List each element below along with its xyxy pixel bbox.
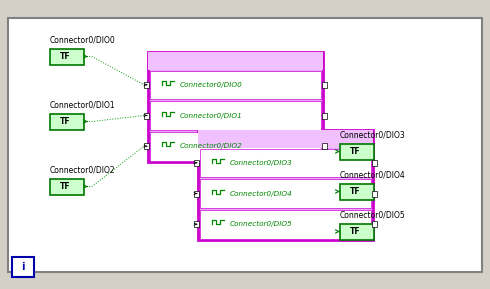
- Bar: [194, 160, 199, 166]
- Text: TF: TF: [60, 182, 71, 191]
- Bar: [198, 129, 373, 240]
- Text: Connector0/DIO4: Connector0/DIO4: [340, 171, 406, 179]
- Text: TF: TF: [60, 52, 71, 61]
- Bar: [50, 49, 84, 64]
- Bar: [322, 112, 327, 118]
- Text: Connector0/DIO2: Connector0/DIO2: [50, 166, 116, 175]
- Bar: [148, 51, 323, 162]
- Bar: [340, 144, 374, 160]
- Bar: [150, 132, 321, 160]
- Text: TF: TF: [350, 227, 361, 236]
- Text: Connector0/DIO2: Connector0/DIO2: [180, 143, 243, 149]
- Bar: [322, 143, 327, 149]
- Bar: [372, 190, 377, 197]
- Text: TF: TF: [350, 147, 361, 156]
- Text: Connector0/DIO1: Connector0/DIO1: [50, 101, 116, 110]
- Text: Connector0/DIO5: Connector0/DIO5: [230, 221, 293, 227]
- Bar: [372, 160, 377, 166]
- Text: Connector0/DIO4: Connector0/DIO4: [230, 190, 293, 197]
- Bar: [200, 210, 371, 238]
- Text: TF: TF: [350, 187, 361, 196]
- Text: TF: TF: [60, 117, 71, 126]
- Text: Connector0/DIO5: Connector0/DIO5: [340, 210, 406, 220]
- Bar: [150, 101, 321, 130]
- Bar: [50, 179, 84, 194]
- Bar: [322, 82, 327, 88]
- Bar: [194, 190, 199, 197]
- Bar: [12, 257, 34, 277]
- Text: Connector0/DIO1: Connector0/DIO1: [180, 112, 243, 118]
- Text: Connector0/DIO3: Connector0/DIO3: [230, 160, 293, 166]
- Bar: [372, 221, 377, 227]
- Bar: [340, 184, 374, 199]
- Bar: [200, 149, 371, 177]
- Text: Connector0/DIO0: Connector0/DIO0: [50, 36, 116, 45]
- Text: i: i: [21, 262, 25, 271]
- Bar: [194, 221, 199, 227]
- Bar: [144, 112, 149, 118]
- Bar: [144, 82, 149, 88]
- Bar: [198, 129, 373, 147]
- Text: Connector0/DIO3: Connector0/DIO3: [340, 131, 406, 140]
- Bar: [148, 51, 323, 69]
- Bar: [150, 71, 321, 99]
- Bar: [200, 179, 371, 208]
- Text: Connector0/DIO0: Connector0/DIO0: [180, 82, 243, 88]
- Bar: [50, 114, 84, 129]
- Bar: [144, 143, 149, 149]
- Bar: [340, 223, 374, 240]
